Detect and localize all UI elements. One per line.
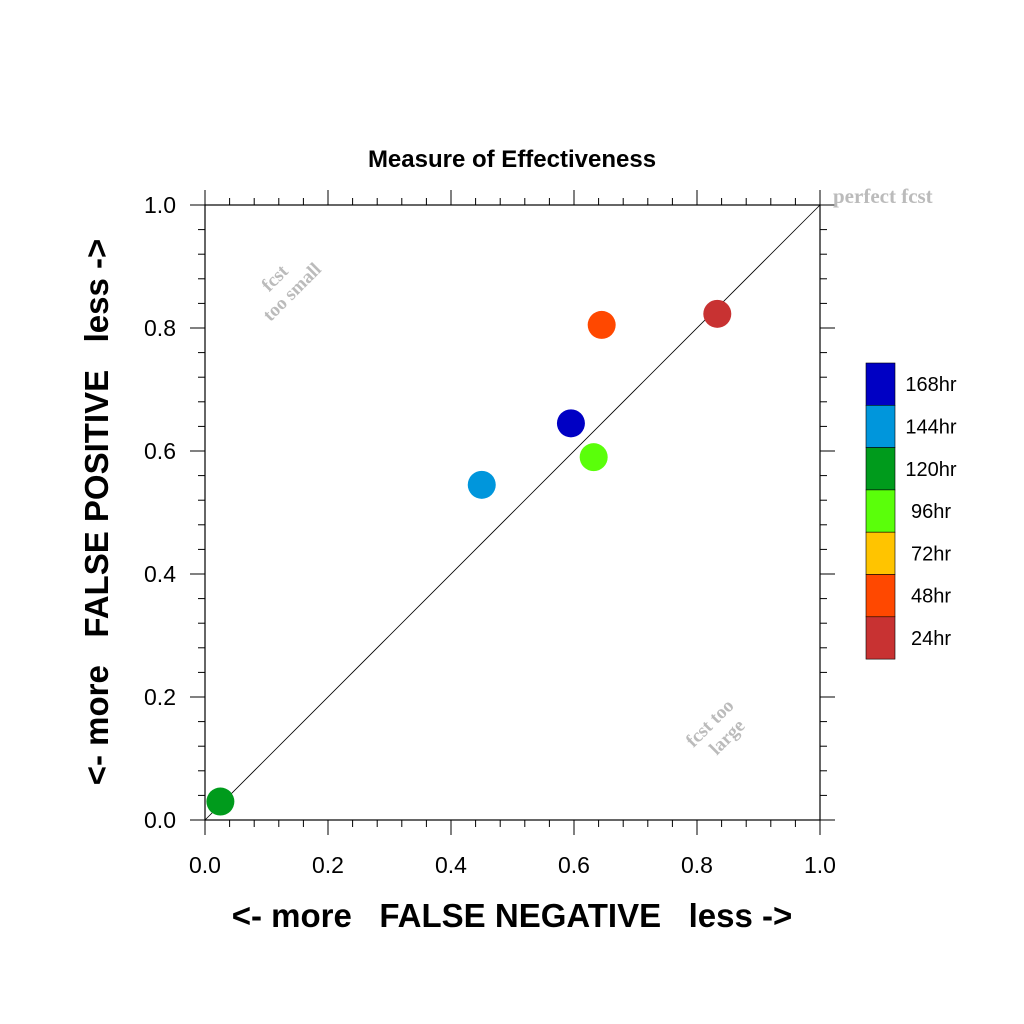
y-tick-label: 0.4 [144, 561, 176, 587]
legend: 168hr 144hr 120hr 96hr 72hr 48hr 24hr [865, 362, 957, 660]
legend-label-48hr: 48hr [911, 586, 951, 608]
legend-swatch-144hr [865, 404, 896, 448]
legend-swatch-72hr [865, 531, 896, 575]
plot-area: 0.0 0.2 0.4 0.6 0.8 1.0 0.0 0.2 0.4 0.6 0.8 1.0 [144, 190, 836, 878]
legend-swatch-48hr [865, 574, 896, 618]
annotation-fcst-too-small: fcst too small [244, 244, 326, 326]
data-point-144hr [467, 470, 496, 499]
x-axis-label: <- more FALSE NEGATIVE less -> [232, 897, 793, 934]
x-tick-label: 0.8 [681, 852, 713, 878]
data-point-120hr [206, 787, 235, 816]
data-point-48hr [587, 310, 616, 339]
annotation-fcst-too-large: fcst too large [682, 692, 757, 767]
y-tick-label: 0.2 [144, 684, 176, 710]
legend-swatch-24hr [865, 616, 896, 660]
x-tick-label: 0.0 [189, 852, 221, 878]
chart-title: Measure of Effectiveness [368, 146, 656, 173]
x-tick-label: 1.0 [804, 852, 836, 878]
plot-frame [204, 204, 821, 821]
annotation-perfect-fcst: perfect fcst [833, 184, 933, 208]
x-tick-label: 0.4 [435, 852, 467, 878]
legend-label-24hr: 24hr [911, 628, 951, 650]
legend-swatch-96hr [865, 489, 896, 533]
y-tick-label: 0.0 [144, 807, 176, 833]
data-points [206, 299, 732, 816]
y-axis-label: <- more FALSE POSITIVE less -> [78, 239, 115, 786]
legend-label-96hr: 96hr [911, 501, 951, 523]
legend-label-72hr: 72hr [911, 543, 951, 565]
data-point-96hr [579, 443, 608, 472]
y-tick-label: 0.6 [144, 438, 176, 464]
legend-label-168hr: 168hr [905, 374, 956, 396]
y-tick-label: 1.0 [144, 192, 176, 218]
legend-label-120hr: 120hr [905, 459, 956, 481]
data-point-24hr [703, 299, 732, 328]
y-tick-label: 0.8 [144, 315, 176, 341]
x-tick-label: 0.2 [312, 852, 344, 878]
x-tick-label: 0.6 [558, 852, 590, 878]
legend-label-144hr: 144hr [905, 416, 956, 438]
legend-swatch-120hr [865, 447, 896, 491]
data-point-168hr [556, 409, 585, 438]
legend-swatch-168hr [865, 362, 896, 406]
